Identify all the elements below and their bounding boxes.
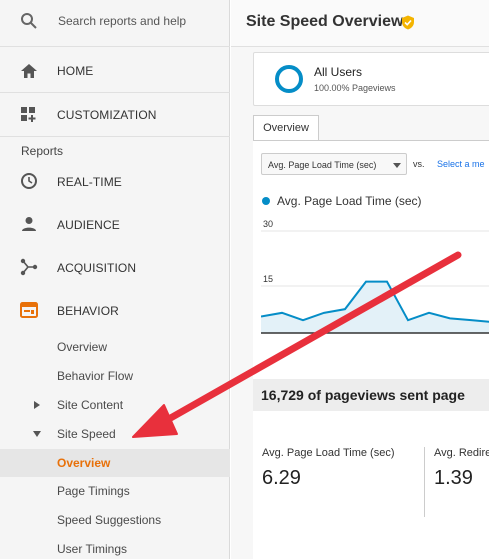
stat-value-redirect: 1.39 — [434, 467, 473, 489]
nav-customization[interactable]: CUSTOMIZATION — [57, 108, 157, 122]
caret-right-icon[interactable] — [34, 401, 40, 409]
dashboard-add-icon — [21, 107, 36, 122]
nav-audience[interactable]: AUDIENCE — [57, 218, 120, 232]
select-metric-link[interactable]: Select a me — [437, 159, 485, 169]
stat-value-load-time: 6.29 — [262, 467, 301, 489]
nav-user-timings[interactable]: User Timings — [57, 542, 128, 556]
divider — [0, 46, 230, 47]
legend-dot — [262, 197, 270, 205]
segment-ring-icon — [275, 65, 303, 93]
nav-behavior-overview[interactable]: Overview — [57, 340, 108, 354]
summary-bar: 16,729 of pageviews sent page — [253, 379, 489, 411]
vs-label: vs. — [413, 159, 425, 169]
overview-content: Avg. Page Load Time (sec) vs. Select a m… — [253, 140, 489, 559]
segment-percentage: 100.00% Pageviews — [314, 83, 396, 93]
caret-down-icon[interactable] — [33, 431, 41, 437]
legend-label: Avg. Page Load Time (sec) — [277, 194, 422, 208]
line-chart: 30 15 — [261, 219, 489, 334]
metric-select[interactable]: Avg. Page Load Time (sec) — [261, 153, 407, 175]
acquisition-icon — [20, 258, 38, 276]
metric-select-value: Avg. Page Load Time (sec) — [268, 160, 377, 170]
segment-name: All Users — [314, 65, 363, 79]
nav-home[interactable]: HOME — [57, 64, 94, 78]
y-tick-label: 15 — [263, 274, 273, 284]
chevron-down-icon — [393, 163, 401, 168]
verified-badge-icon — [402, 15, 414, 30]
summary-text: 16,729 of pageviews sent page — [261, 387, 465, 403]
person-icon — [22, 217, 36, 231]
nav-acquisition[interactable]: ACQUISITION — [57, 261, 137, 275]
series-area — [261, 281, 489, 333]
page-title: Site Speed Overview — [246, 13, 404, 30]
search-input[interactable]: Search reports and help — [58, 14, 187, 28]
segment-card[interactable]: All Users 100.00% Pageviews — [253, 52, 489, 106]
title-bar: Site Speed Overview — [231, 0, 489, 47]
clock-icon — [21, 173, 37, 189]
nav-site-speed[interactable]: Site Speed — [57, 427, 116, 441]
nav-behavior-flow[interactable]: Behavior Flow — [57, 369, 134, 383]
nav-page-timings[interactable]: Page Timings — [57, 484, 130, 498]
reports-heading: Reports — [21, 144, 64, 158]
divider — [0, 136, 230, 137]
nav-site-speed-overview-label: Overview — [57, 456, 111, 470]
divider — [0, 92, 230, 93]
stat-label-redirect: Avg. Redire — [434, 447, 489, 459]
main-panel: Site Speed Overview All Users 100.00% Pa… — [231, 0, 489, 559]
behavior-icon — [20, 302, 38, 318]
nav-speed-suggestions[interactable]: Speed Suggestions — [57, 513, 162, 527]
search-icon[interactable] — [20, 12, 38, 30]
nav-site-speed-overview[interactable]: Overview — [0, 449, 230, 477]
nav-behavior[interactable]: BEHAVIOR — [57, 304, 119, 318]
nav-site-content[interactable]: Site Content — [57, 398, 124, 412]
stat-label-load-time: Avg. Page Load Time (sec) — [262, 447, 395, 459]
sidebar: Search reports and help HOME CUSTOMIZATI… — [0, 0, 230, 559]
y-tick-label: 30 — [263, 219, 273, 229]
tab-overview[interactable]: Overview — [253, 115, 319, 141]
nav-realtime[interactable]: REAL-TIME — [57, 175, 122, 189]
stat-divider — [424, 447, 425, 517]
home-icon — [21, 64, 37, 78]
